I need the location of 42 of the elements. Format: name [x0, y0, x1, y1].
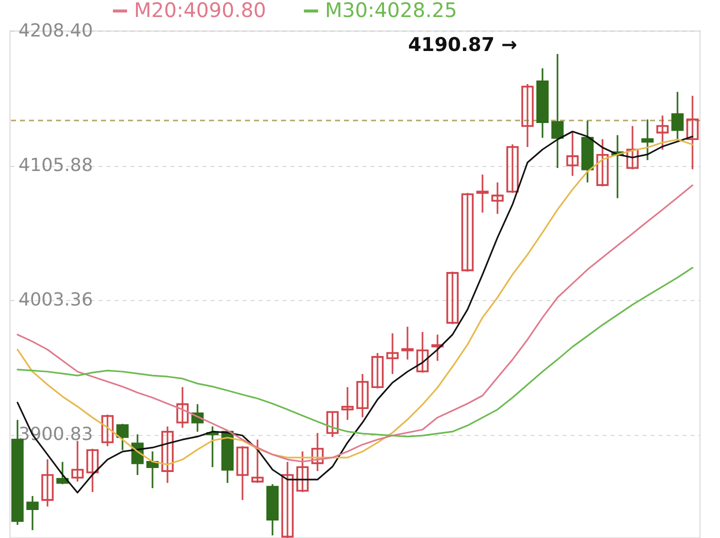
candlestick [176, 386, 189, 429]
candlestick [641, 118, 654, 161]
candlestick [311, 432, 324, 472]
candlestick [461, 192, 474, 272]
candlestick [236, 445, 249, 501]
annotation: 4190.87 → [408, 34, 518, 56]
candlestick [56, 461, 69, 486]
candlestick [116, 423, 129, 451]
candlestick [41, 458, 54, 508]
candlestick [656, 114, 669, 150]
candlestick [566, 130, 579, 177]
candlestick [26, 495, 39, 531]
candlestick [161, 426, 174, 484]
candlestick [626, 125, 639, 170]
candlestick [326, 411, 339, 438]
candlestick [476, 174, 489, 214]
candlestick [386, 332, 399, 375]
candlestick [296, 450, 309, 493]
candlestick [506, 144, 519, 194]
candlestick [71, 440, 84, 482]
candlestick [371, 352, 384, 390]
candlestick [521, 83, 534, 148]
candlestick [491, 182, 504, 215]
y-tick-label: 4105.88 [18, 155, 93, 176]
candlestick [101, 414, 114, 447]
candlestick [431, 334, 444, 362]
candlestick [671, 91, 684, 140]
candlestick [686, 95, 699, 170]
candlestick [356, 373, 369, 418]
candlestick [251, 438, 264, 484]
candlestick [596, 138, 609, 188]
legend-label: M30:4028.25 [325, 0, 458, 22]
candlestick [416, 331, 429, 374]
candlestick [401, 326, 414, 360]
y-tick-label: 4003.36 [18, 290, 93, 311]
y-tick-label: 4208.40 [18, 20, 93, 42]
candlestick [446, 270, 459, 325]
legend-label: M20:4090.80 [134, 0, 266, 22]
candlestick [281, 461, 294, 538]
candlestick [86, 448, 99, 493]
candlestick [551, 53, 564, 169]
candlestick [341, 386, 354, 421]
